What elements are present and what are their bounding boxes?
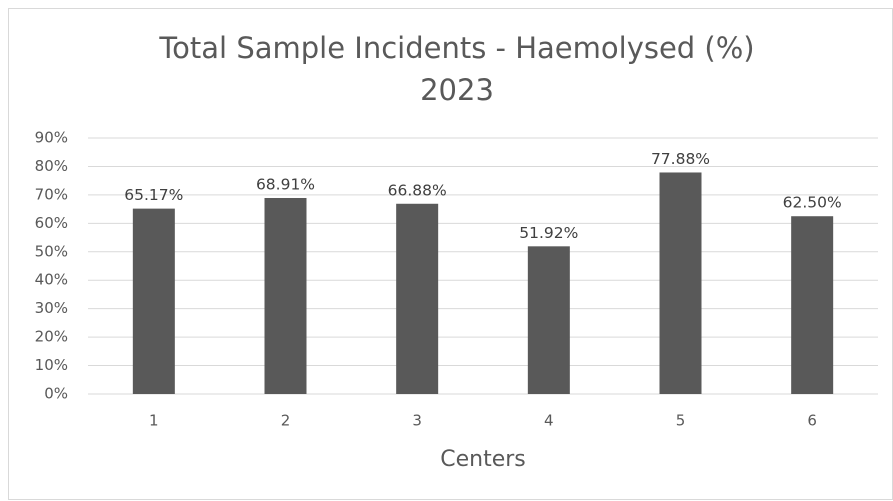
data-label: 68.91% (256, 175, 315, 193)
x-tick-label: 1 (149, 412, 159, 430)
x-tick-label: 6 (807, 412, 817, 430)
data-label: 65.17% (124, 186, 183, 204)
y-tick-label: 0% (44, 385, 68, 403)
data-label: 62.50% (783, 194, 842, 212)
bar (659, 172, 702, 394)
y-tick-label: 20% (35, 328, 68, 346)
bar (132, 208, 175, 394)
y-tick-label: 30% (35, 299, 68, 317)
x-tick-label: 3 (412, 412, 422, 430)
y-tick-label: 90% (35, 129, 68, 147)
x-axis-title: Centers (440, 447, 526, 472)
y-tick-label: 70% (35, 185, 68, 203)
data-label: 51.92% (519, 224, 578, 242)
bar (791, 216, 834, 394)
x-tick-label: 2 (281, 412, 291, 430)
bar (396, 203, 439, 394)
x-tick-label: 4 (544, 412, 554, 430)
data-label: 77.88% (651, 150, 710, 168)
y-tick-label: 40% (35, 271, 68, 289)
y-tick-label: 50% (35, 242, 68, 260)
y-tick-label: 10% (35, 356, 68, 374)
chart-title: 2023 (420, 73, 494, 107)
bar (264, 197, 307, 394)
y-tick-label: 60% (35, 214, 68, 232)
y-tick-label: 80% (35, 157, 68, 175)
data-label: 66.88% (388, 181, 447, 199)
bar (527, 246, 570, 394)
chart-title: Total Sample Incidents - Haemolysed (%) (158, 31, 754, 65)
x-tick-label: 5 (676, 412, 686, 430)
